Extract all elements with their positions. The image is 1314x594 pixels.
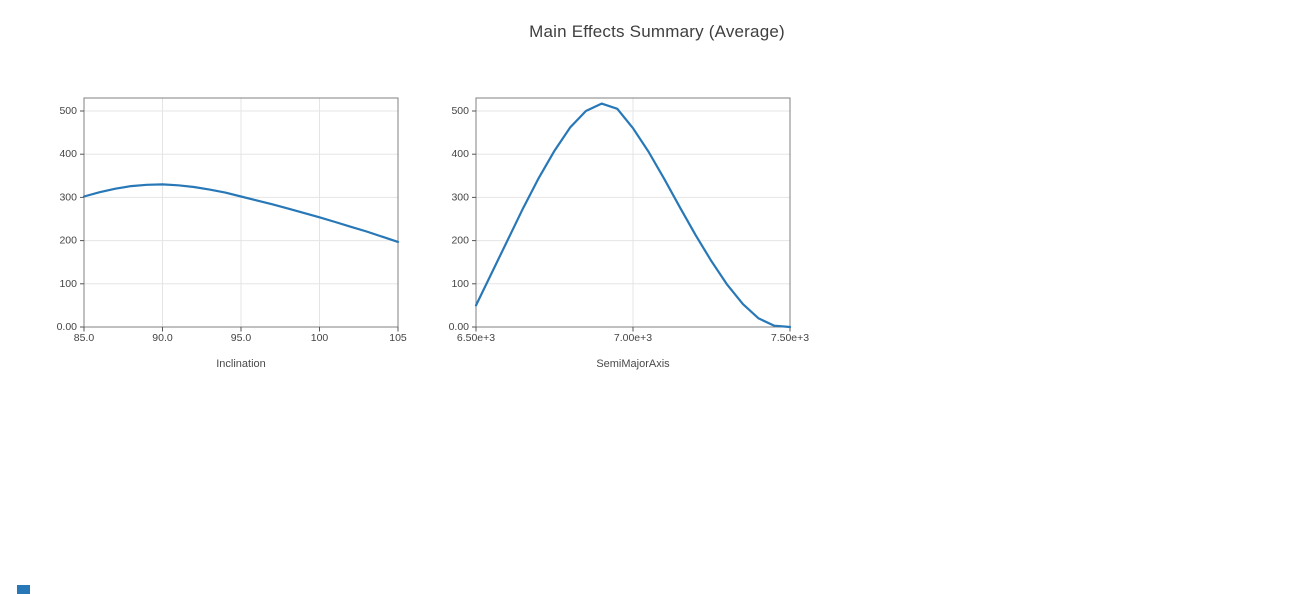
x-ticks bbox=[475, 327, 791, 332]
y-tick-label: 100 bbox=[59, 278, 77, 290]
y-tick-labels: 0.00 100 200 300 400 500 bbox=[449, 105, 470, 333]
y-tick-label: 400 bbox=[451, 148, 469, 160]
corner-blue-square bbox=[17, 585, 30, 594]
y-tick-label: 100 bbox=[451, 278, 469, 290]
page-title: Main Effects Summary (Average) bbox=[529, 22, 785, 41]
series-line-semimajoraxis[interactable] bbox=[474, 102, 792, 329]
y-tick-label: 0.00 bbox=[449, 321, 470, 333]
y-ticks bbox=[80, 110, 84, 328]
x-axis-title: Inclination bbox=[216, 358, 266, 370]
x-axis-title: SemiMajorAxis bbox=[596, 358, 670, 370]
y-tick-label: 200 bbox=[59, 235, 77, 247]
x-tick-label: 85.0 bbox=[74, 332, 95, 344]
x-gridlines bbox=[162, 98, 320, 327]
y-tick-label: 400 bbox=[59, 148, 77, 160]
x-tick-labels: 6.50e+3 7.00e+3 7.50e+3 bbox=[457, 332, 809, 344]
x-ticks bbox=[83, 327, 399, 332]
x-tick-label: 7.00e+3 bbox=[614, 332, 652, 344]
x-tick-label: 6.50e+3 bbox=[457, 332, 495, 344]
y-ticks bbox=[472, 110, 476, 328]
x-tick-label: 7.50e+3 bbox=[771, 332, 809, 344]
y-tick-label: 200 bbox=[451, 235, 469, 247]
chart-inclination: 0.00 100 200 300 400 500 85.0 90.0 95.0 … bbox=[57, 97, 407, 370]
x-tick-label: 105 bbox=[389, 332, 407, 344]
y-tick-label: 500 bbox=[59, 105, 77, 117]
x-tick-label: 90.0 bbox=[152, 332, 173, 344]
x-tick-label: 100 bbox=[311, 332, 329, 344]
x-tick-label: 95.0 bbox=[231, 332, 252, 344]
x-tick-labels: 85.0 90.0 95.0 100 105 bbox=[74, 332, 407, 344]
series-line-inclination[interactable] bbox=[82, 183, 400, 243]
y-tick-label: 300 bbox=[451, 191, 469, 203]
y-tick-label: 0.00 bbox=[57, 321, 78, 333]
chart-semimajoraxis: 0.00 100 200 300 400 500 6.50e+3 7.00e+3… bbox=[449, 97, 809, 370]
y-tick-label: 300 bbox=[59, 191, 77, 203]
y-tick-label: 500 bbox=[451, 105, 469, 117]
y-tick-labels: 0.00 100 200 300 400 500 bbox=[57, 105, 78, 333]
